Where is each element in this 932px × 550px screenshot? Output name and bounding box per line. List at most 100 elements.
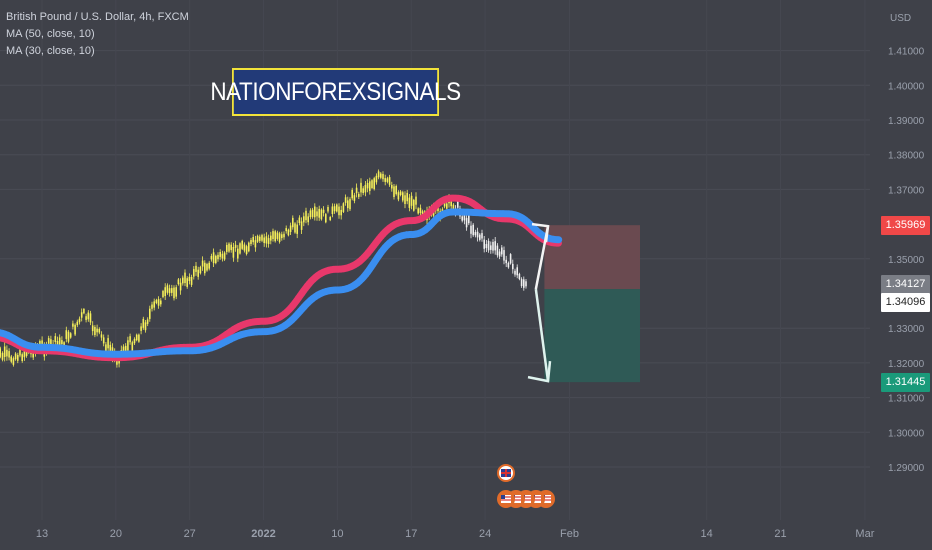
candle-body [318, 208, 320, 218]
candle-body [408, 197, 411, 208]
candle-body [63, 342, 65, 348]
price-tick-label: 1.41000 [888, 47, 925, 58]
candle-body [3, 346, 6, 357]
candle-body [525, 281, 527, 287]
long-target-zone [544, 225, 640, 290]
candle-body [226, 245, 228, 252]
candle-body [476, 231, 479, 238]
candle-body [347, 200, 349, 209]
candle-body [388, 177, 391, 185]
ma-30-path [0, 208, 563, 358]
candle-body [184, 272, 186, 283]
candle-body [421, 211, 424, 216]
candle-body [333, 206, 336, 212]
candle-body [373, 178, 375, 190]
candle-body [342, 203, 345, 212]
position-zones [544, 225, 640, 383]
candle-body [10, 356, 12, 362]
candle-body [265, 236, 268, 244]
symbol-title[interactable]: British Pound / U.S. Dollar, 4h, FXCM [6, 11, 189, 23]
ma-50-path [0, 194, 563, 362]
price-tick-label: 1.38000 [888, 151, 925, 162]
candle-body [472, 224, 474, 236]
candle-body [151, 304, 153, 309]
candle-body [85, 316, 87, 320]
candle-body [483, 239, 485, 249]
candle-body [237, 248, 239, 259]
candle-body [355, 187, 358, 194]
candle-body [219, 252, 221, 257]
candle-body [503, 250, 505, 261]
candle-body [230, 244, 232, 251]
candle-body [72, 323, 74, 327]
candle-body [232, 247, 235, 258]
candle-body [157, 299, 160, 306]
candle-body [6, 349, 8, 357]
candle-body [349, 199, 351, 210]
candle-body [371, 180, 373, 188]
candle-body [496, 245, 499, 256]
candle-body [443, 202, 446, 207]
arrow-down-head [527, 361, 552, 383]
candle-body [311, 209, 314, 217]
time-axis: 13 20 27 2022 10 17 24 Feb 14 21 Mar [36, 528, 875, 540]
candle-body [168, 288, 171, 294]
candle-body [65, 330, 68, 339]
candle-body [399, 191, 402, 195]
candle-body [32, 351, 34, 358]
trade-arrows [527, 222, 552, 383]
candle-body [171, 288, 173, 293]
ma-30-line [0, 208, 563, 358]
candle-body [61, 340, 63, 345]
candle-body [303, 216, 305, 223]
candle-body [281, 234, 283, 239]
candle-body [166, 285, 169, 293]
time-tick-label: 13 [36, 528, 48, 540]
candle-body [94, 327, 96, 336]
candle-body [487, 240, 490, 251]
candle-body [80, 312, 83, 318]
candle-body [221, 253, 224, 259]
candle-body [283, 233, 285, 238]
candle-body [74, 324, 76, 335]
price-tag-current: 1.34096 [881, 293, 930, 313]
candle-body [67, 331, 70, 342]
candle-body [384, 178, 386, 182]
time-tick-label: 10 [331, 528, 343, 540]
time-tick-label: 20 [110, 528, 122, 540]
indicator-ma-30[interactable]: MA (30, close, 10) [6, 45, 95, 57]
candle-body [474, 232, 477, 236]
candle-body [465, 217, 468, 228]
candle-body [100, 334, 103, 338]
candle-body [351, 189, 353, 199]
candle-body [50, 339, 52, 346]
candle-body [105, 344, 107, 352]
candle-body [89, 313, 92, 323]
candle-body [338, 206, 340, 216]
candle-body [263, 237, 265, 243]
candle-body [124, 345, 127, 356]
candle-body [329, 217, 331, 221]
candle-body [512, 263, 514, 270]
candle-body [12, 358, 15, 365]
candle-body [188, 276, 191, 281]
time-tick-label: 2022 [251, 528, 275, 540]
candle-body [109, 344, 112, 356]
candle-body [223, 252, 226, 260]
candle-body [340, 209, 342, 216]
indicator-ma-50[interactable]: MA (50, close, 10) [6, 28, 95, 40]
candle-body [173, 287, 175, 299]
candle-body [307, 216, 309, 223]
candle-body [358, 193, 360, 197]
brand-watermark: NATIONFOREXSIGNALS [210, 68, 461, 116]
candle-body [457, 201, 459, 208]
candle-body [179, 282, 182, 291]
price-tick-label: 1.35000 [888, 255, 925, 266]
candle-body [102, 337, 105, 344]
candle-body [261, 235, 263, 241]
time-tick-label: 21 [774, 528, 786, 540]
candle-body [204, 262, 206, 274]
candle-body [366, 183, 369, 189]
price-tick-label: 1.29000 [888, 463, 925, 474]
